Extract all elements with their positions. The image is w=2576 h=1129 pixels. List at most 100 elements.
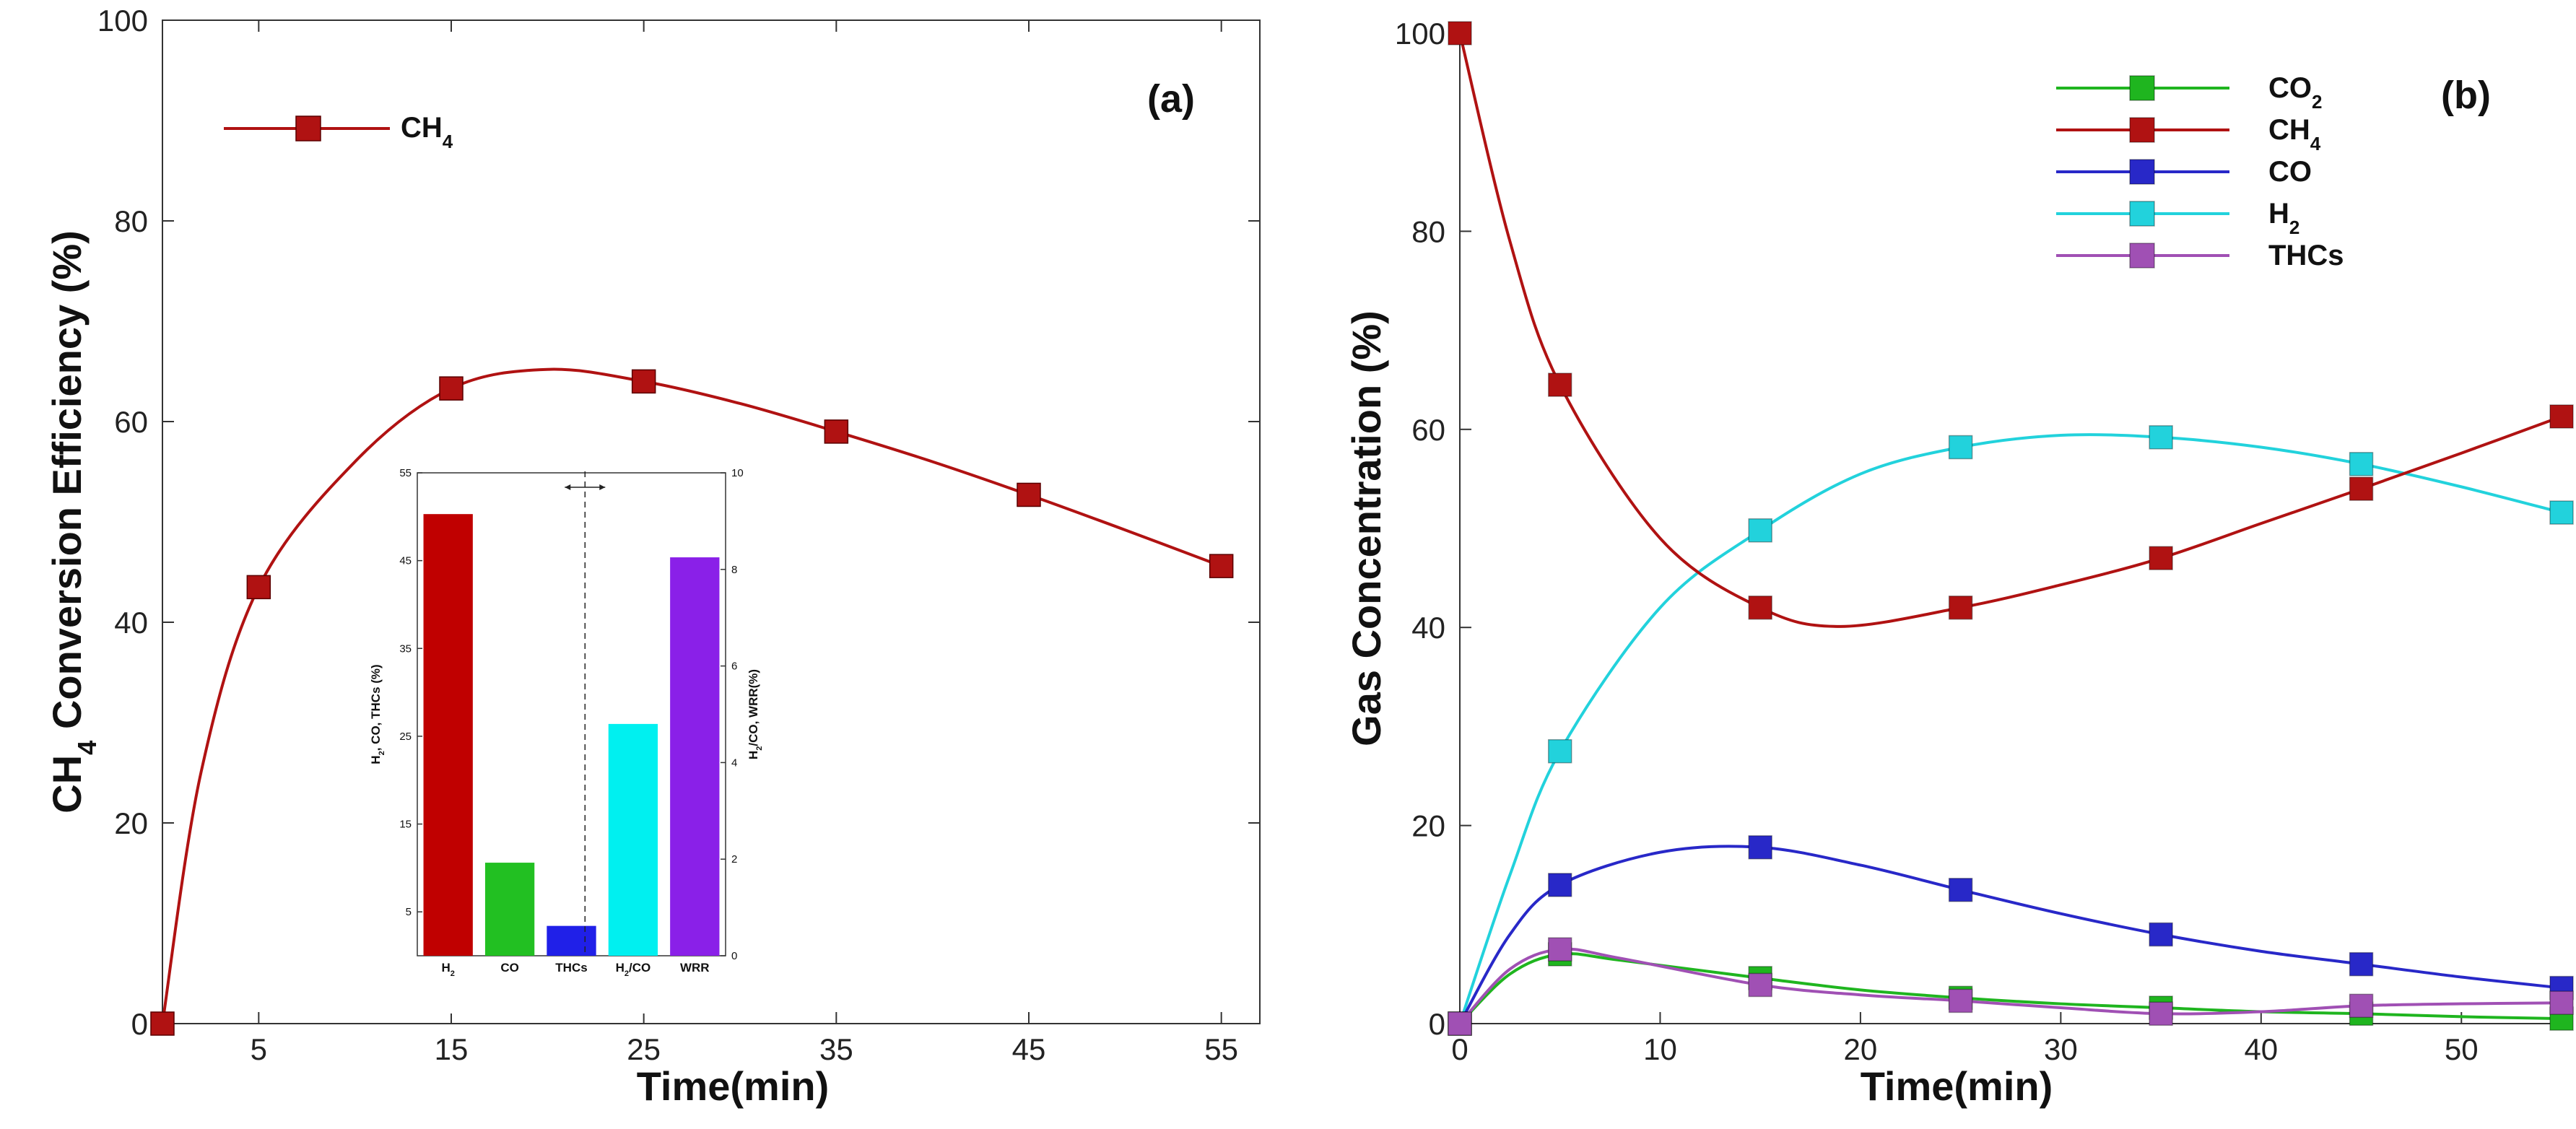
legend-marker	[2129, 243, 2155, 269]
data-point	[1948, 988, 1973, 1014]
y-tick-label: 80	[1411, 214, 1445, 248]
inset-right-ylabel: H2/CO, WRR(%)	[747, 669, 764, 759]
inset-right-tick-label: 4	[731, 757, 737, 769]
inset-left-ylabel: H2, CO, THCs (%)	[369, 664, 386, 764]
inset-category-label: H2	[441, 961, 454, 978]
panel-label: (b)	[2441, 74, 2491, 117]
data-point	[150, 1011, 175, 1036]
inset-right-tick-label: 2	[731, 853, 737, 866]
inset-bar	[423, 514, 473, 956]
data-point	[1748, 518, 1772, 543]
legend-marker	[2129, 201, 2155, 227]
data-point	[1748, 835, 1772, 860]
x-tick-label: 0	[1451, 1032, 1468, 1066]
legend-label: CO2	[2268, 72, 2322, 113]
y-tick-label: 0	[1429, 1007, 1445, 1041]
x-tick-label: 55	[1204, 1032, 1238, 1066]
y-tick-label: 80	[114, 204, 148, 238]
data-point	[2549, 500, 2574, 525]
inset-bar	[484, 863, 535, 956]
data-point	[1448, 1011, 1472, 1036]
data-point	[246, 575, 271, 600]
x-tick-label: 35	[819, 1032, 853, 1066]
data-point	[1017, 482, 1041, 507]
panel-b: 0 20 40 60 80 100 0 10 20 30 40 50 Time(min) Gas Conc…	[1344, 17, 2574, 1109]
data-point	[2149, 922, 2173, 947]
series-line	[1458, 433, 2562, 1024]
data-point	[1948, 878, 1973, 902]
inset-right-tick-label: 0	[731, 950, 737, 962]
y-tick-label: 20	[1411, 809, 1445, 843]
x-tick-label: 40	[2244, 1032, 2278, 1066]
data-point	[439, 376, 464, 401]
x-tick-label: 25	[627, 1032, 661, 1066]
data-point	[2149, 546, 2173, 570]
data-point	[2349, 452, 2374, 476]
series-line	[1458, 952, 2562, 1025]
x-tick-label: 45	[1012, 1032, 1046, 1066]
inset-bar	[670, 557, 720, 956]
legend-label: CH4	[401, 112, 453, 152]
legend-marker	[2129, 75, 2155, 101]
series-line-ch4	[161, 367, 1222, 1024]
inset-left-tick-label: 5	[406, 906, 412, 918]
data-point	[1547, 937, 1572, 962]
data-point	[1547, 873, 1572, 897]
x-tick-label: 5	[251, 1032, 267, 1066]
legend-marker	[2129, 117, 2155, 143]
inset-category-label: THCs	[555, 961, 587, 975]
data-point	[1209, 554, 1234, 578]
data-point	[1448, 21, 1472, 45]
inset-bar	[608, 723, 658, 956]
x-tick-label: 50	[2445, 1032, 2479, 1066]
data-point	[2349, 993, 2374, 1019]
series-line	[1458, 32, 2562, 628]
data-point	[1948, 596, 1973, 620]
legend-marker	[2129, 159, 2155, 185]
x-tick-label: 10	[1643, 1032, 1677, 1066]
data-point	[2149, 1001, 2173, 1026]
data-point	[1948, 435, 1973, 460]
y-tick-label: 60	[1411, 413, 1445, 447]
inset-left-tick-label: 55	[399, 467, 412, 479]
legend-marker	[295, 115, 321, 141]
x-axis-label: Time(min)	[637, 1063, 830, 1109]
data-point	[2149, 425, 2173, 450]
data-point	[1748, 972, 1772, 998]
inset-bar	[547, 925, 596, 956]
y-tick-label: 100	[1395, 17, 1445, 51]
inset-arrowhead-right	[599, 484, 606, 490]
y-tick-label: 100	[97, 4, 148, 38]
inset-left-tick-label: 25	[399, 731, 412, 743]
inset-left-tick-label: 35	[399, 642, 412, 655]
y-axis-label: Gas Concentration (%)	[1344, 310, 1389, 746]
legend-label: H2	[2268, 198, 2299, 238]
data-point	[824, 419, 849, 444]
inset-right-tick-label: 8	[731, 564, 737, 576]
y-tick-label: 60	[114, 405, 148, 439]
data-point	[2549, 404, 2574, 429]
x-axis-label: Time(min)	[1861, 1063, 2053, 1109]
inset-left-tick-label: 45	[399, 555, 412, 567]
y-axis-label: CH4 Conversion Efficiency (%)	[44, 230, 102, 814]
data-point	[2349, 476, 2374, 501]
inset-left-tick-label: 15	[399, 819, 412, 831]
data-point	[1547, 738, 1572, 764]
data-point	[1547, 372, 1572, 397]
y-tick-label: 20	[114, 806, 148, 840]
inset-category-label: H2/CO	[616, 961, 651, 978]
data-point	[1748, 596, 1772, 620]
data-point	[2549, 990, 2574, 1015]
legend-label: CH4	[2268, 114, 2321, 154]
inset-arrowhead-left	[565, 484, 571, 490]
data-point	[631, 369, 656, 394]
inset-right-tick-label: 6	[731, 661, 737, 673]
inset-category-label: WRR	[680, 961, 710, 975]
x-tick-label: 15	[435, 1032, 469, 1066]
x-tick-label: 20	[1844, 1032, 1878, 1066]
x-tick-label: 30	[2044, 1032, 2078, 1066]
legend-label: THCs	[2268, 240, 2344, 271]
panel-label: (a)	[1147, 77, 1195, 121]
inset-category-label: CO	[500, 961, 519, 975]
